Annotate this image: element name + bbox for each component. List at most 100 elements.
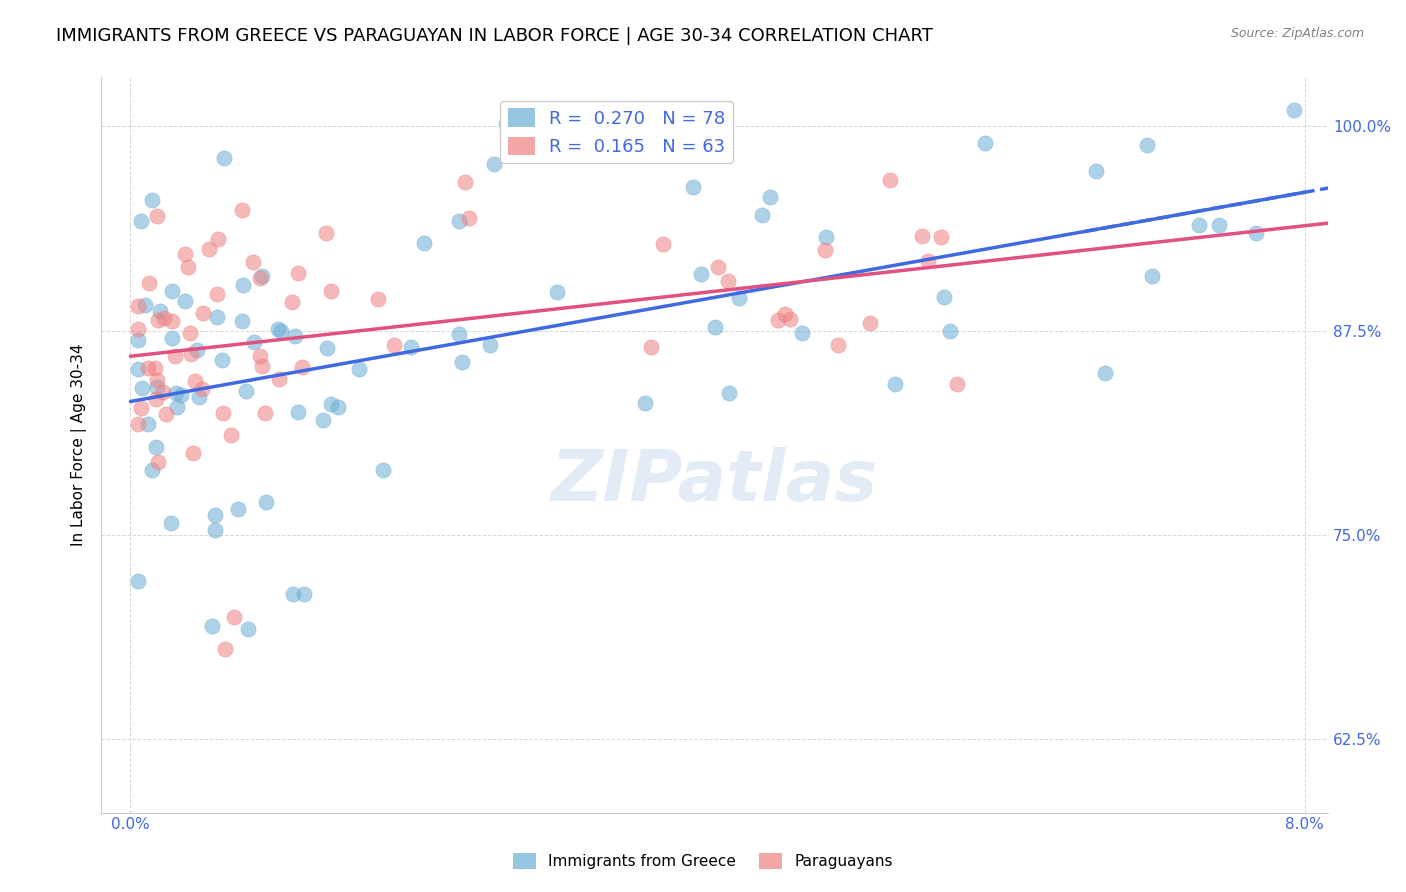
Immigrants from Greece — [204, 523, 226, 537]
Immigrants from Greece — [160, 331, 183, 345]
Paraguayans — [458, 211, 481, 226]
Paraguayans — [929, 230, 952, 244]
Paraguayans — [155, 407, 177, 421]
Immigrants from Greece — [682, 180, 704, 194]
Immigrants from Greece — [162, 284, 184, 298]
Immigrants from Greece — [166, 400, 188, 414]
Immigrants from Greece — [1140, 269, 1163, 284]
Immigrants from Greece — [311, 413, 333, 427]
Paraguayans — [179, 326, 201, 340]
Immigrants from Greece — [267, 322, 290, 336]
Immigrants from Greece — [451, 354, 474, 368]
Paraguayans — [146, 455, 169, 469]
Immigrants from Greece — [347, 362, 370, 376]
Immigrants from Greece — [883, 377, 905, 392]
Paraguayans — [814, 243, 837, 257]
Immigrants from Greece — [149, 303, 172, 318]
Paraguayans — [911, 229, 934, 244]
Paraguayans — [143, 361, 166, 376]
Immigrants from Greece — [321, 397, 343, 411]
Immigrants from Greece — [449, 326, 471, 341]
Immigrants from Greece — [727, 291, 749, 305]
Paraguayans — [779, 312, 801, 326]
Immigrants from Greece — [127, 333, 149, 347]
Paraguayans — [138, 276, 160, 290]
Immigrants from Greece — [200, 619, 222, 633]
Paraguayans — [152, 384, 174, 399]
Immigrants from Greece — [160, 516, 183, 531]
Text: ZIPatlas: ZIPatlas — [551, 447, 879, 516]
Paraguayans — [184, 374, 207, 388]
Immigrants from Greece — [145, 380, 167, 394]
Paraguayans — [145, 374, 167, 388]
Immigrants from Greece — [141, 463, 163, 477]
Immigrants from Greece — [231, 314, 253, 328]
Immigrants from Greece — [131, 214, 153, 228]
Immigrants from Greece — [634, 396, 657, 410]
Paraguayans — [191, 382, 214, 396]
Immigrants from Greece — [127, 362, 149, 376]
Immigrants from Greece — [546, 285, 568, 299]
Immigrants from Greece — [204, 508, 226, 523]
Immigrants from Greece — [1188, 219, 1211, 233]
Paraguayans — [382, 338, 405, 352]
Immigrants from Greece — [482, 157, 505, 171]
Immigrants from Greece — [238, 622, 260, 636]
Paraguayans — [640, 341, 662, 355]
Paraguayans — [287, 266, 309, 280]
Paraguayans — [269, 372, 291, 386]
Immigrants from Greece — [243, 334, 266, 349]
Immigrants from Greece — [145, 440, 167, 454]
Paraguayans — [224, 609, 246, 624]
Immigrants from Greece — [138, 417, 160, 432]
Paraguayans — [219, 428, 242, 442]
Paraguayans — [454, 176, 477, 190]
Paraguayans — [127, 299, 149, 313]
Paraguayans — [212, 407, 235, 421]
Immigrants from Greece — [758, 189, 780, 203]
Immigrants from Greece — [284, 328, 307, 343]
Immigrants from Greece — [205, 310, 228, 325]
Immigrants from Greece — [254, 495, 277, 509]
Immigrants from Greece — [1136, 137, 1159, 152]
Paraguayans — [191, 306, 214, 320]
Paraguayans — [163, 350, 186, 364]
Immigrants from Greece — [174, 293, 197, 308]
Immigrants from Greece — [270, 324, 292, 338]
Immigrants from Greece — [212, 152, 235, 166]
Paraguayans — [249, 349, 271, 363]
Paraguayans — [250, 359, 273, 373]
Paraguayans — [775, 307, 797, 321]
Paraguayans — [254, 406, 277, 420]
Immigrants from Greece — [127, 574, 149, 588]
Immigrants from Greece — [211, 353, 233, 368]
Immigrants from Greece — [235, 384, 257, 398]
Immigrants from Greece — [1085, 163, 1108, 178]
Immigrants from Greece — [1282, 103, 1305, 117]
Paraguayans — [145, 392, 167, 407]
Immigrants from Greece — [412, 236, 434, 251]
Paraguayans — [162, 314, 184, 328]
Paraguayans — [280, 294, 302, 309]
Paraguayans — [177, 260, 200, 274]
Paraguayans — [827, 338, 849, 352]
Immigrants from Greece — [1094, 366, 1116, 380]
Paraguayans — [321, 284, 343, 298]
Immigrants from Greece — [373, 463, 395, 477]
Paraguayans — [183, 446, 205, 460]
Legend: R =  0.270   N = 78, R =  0.165   N = 63: R = 0.270 N = 78, R = 0.165 N = 63 — [501, 101, 733, 163]
Paraguayans — [148, 313, 170, 327]
Paraguayans — [214, 642, 236, 657]
Immigrants from Greece — [326, 400, 349, 414]
Immigrants from Greece — [131, 381, 153, 395]
Immigrants from Greece — [170, 388, 193, 402]
Immigrants from Greece — [751, 208, 773, 222]
Paraguayans — [180, 347, 202, 361]
Immigrants from Greece — [287, 405, 309, 419]
Paraguayans — [207, 286, 229, 301]
Immigrants from Greece — [1208, 218, 1230, 232]
Paraguayans — [136, 361, 159, 376]
Immigrants from Greece — [447, 213, 470, 227]
Y-axis label: In Labor Force | Age 30-34: In Labor Force | Age 30-34 — [72, 343, 87, 546]
Immigrants from Greece — [250, 268, 273, 283]
